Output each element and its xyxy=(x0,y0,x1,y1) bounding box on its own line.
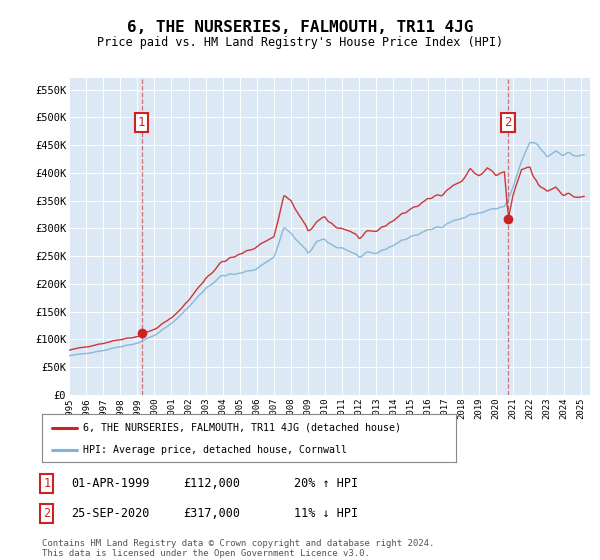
Text: 11% ↓ HPI: 11% ↓ HPI xyxy=(294,507,358,520)
Text: 2: 2 xyxy=(43,507,50,520)
Text: Contains HM Land Registry data © Crown copyright and database right 2024.
This d: Contains HM Land Registry data © Crown c… xyxy=(42,539,434,558)
Text: £112,000: £112,000 xyxy=(183,477,240,490)
Text: 1: 1 xyxy=(43,477,50,490)
Text: 20% ↑ HPI: 20% ↑ HPI xyxy=(294,477,358,490)
Text: 6, THE NURSERIES, FALMOUTH, TR11 4JG (detached house): 6, THE NURSERIES, FALMOUTH, TR11 4JG (de… xyxy=(83,423,401,433)
Text: 1: 1 xyxy=(138,116,145,129)
Text: 6, THE NURSERIES, FALMOUTH, TR11 4JG: 6, THE NURSERIES, FALMOUTH, TR11 4JG xyxy=(127,20,473,35)
Text: HPI: Average price, detached house, Cornwall: HPI: Average price, detached house, Corn… xyxy=(83,445,347,455)
Text: 01-APR-1999: 01-APR-1999 xyxy=(71,477,149,490)
Text: Price paid vs. HM Land Registry's House Price Index (HPI): Price paid vs. HM Land Registry's House … xyxy=(97,36,503,49)
Text: 25-SEP-2020: 25-SEP-2020 xyxy=(71,507,149,520)
Text: 2: 2 xyxy=(505,116,512,129)
Text: £317,000: £317,000 xyxy=(183,507,240,520)
